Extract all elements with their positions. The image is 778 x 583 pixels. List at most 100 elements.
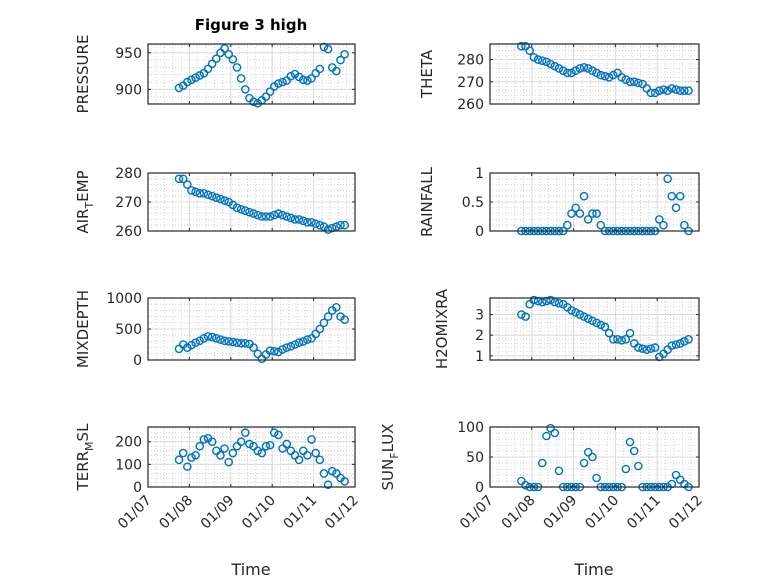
- data-point-theta: [629, 77, 639, 87]
- data-point-pressure: [174, 83, 184, 93]
- data-point-h2omixra: [684, 335, 693, 344]
- y-label-main: MIXDEPTH: [74, 290, 92, 368]
- axes-box: [147, 297, 356, 361]
- data-point-sun-flux: [667, 479, 677, 489]
- y-tick-label: 1000: [106, 291, 142, 307]
- data-point-theta: [554, 64, 564, 73]
- data-point-h2omixra: [575, 310, 585, 319]
- data-point-air-temp: [232, 203, 242, 213]
- data-point-terr-msl: [319, 469, 329, 478]
- y-axis-label-h2omixra: H2OMIXRA: [433, 288, 451, 369]
- data-point-pressure: [265, 87, 275, 96]
- data-point-air-temp: [212, 193, 221, 202]
- data-point-mixdepth: [253, 349, 263, 359]
- data-point-pressure: [278, 77, 287, 87]
- data-point-mixdepth: [216, 335, 225, 344]
- data-point-theta: [621, 75, 631, 84]
- data-point-air-temp: [253, 210, 263, 220]
- subplot-mixdepth: 0 500 1000 MIXDEPTH: [74, 290, 356, 369]
- data-point-air-temp: [294, 215, 304, 224]
- y-axis-label-pressure: PRESSURE: [74, 35, 92, 114]
- data-point-air-temp: [195, 188, 205, 198]
- y-axis-label-theta: THETA: [418, 49, 436, 99]
- data-point-theta: [625, 77, 635, 87]
- data-point-theta: [684, 86, 693, 95]
- data-point-h2omixra: [588, 316, 597, 326]
- data-point-pressure: [195, 71, 205, 80]
- data-point-air-temp: [199, 188, 209, 198]
- data-point-rainfall: [571, 203, 580, 213]
- data-point-pressure: [336, 55, 345, 65]
- data-point-sun-flux: [592, 473, 601, 483]
- data-point-sun-flux: [629, 446, 639, 456]
- data-point-rainfall: [675, 191, 685, 201]
- y-tick-label: 200: [115, 435, 142, 451]
- axes-background: [148, 44, 355, 104]
- data-point-sun-flux: [537, 458, 547, 468]
- data-point-terr-msl: [282, 439, 291, 449]
- data-point-air-temp: [261, 212, 271, 221]
- data-point-theta: [617, 73, 626, 82]
- data-point-mixdepth: [212, 333, 221, 343]
- y-tick-label: 260: [457, 97, 484, 113]
- data-point-terr-msl: [269, 428, 279, 437]
- data-point-theta: [583, 64, 593, 73]
- data-point-air-temp: [307, 217, 316, 227]
- data-point-theta: [533, 55, 543, 64]
- data-point-terr-msl: [245, 439, 254, 449]
- y-label-subscript: M: [83, 441, 96, 451]
- data-point-h2omixra: [600, 322, 610, 332]
- data-point-air-temp: [174, 174, 184, 184]
- y-tick-label: 0: [475, 224, 484, 240]
- data-point-air-temp: [311, 219, 320, 229]
- subplot-rainfall: 0 0.5 1 RAINFALL: [418, 166, 700, 240]
- axes-background: [490, 298, 699, 360]
- axes-background: [148, 427, 355, 487]
- data-point-rainfall: [575, 209, 585, 218]
- data-point-sun-flux: [579, 458, 589, 468]
- data-point-terr-msl: [294, 455, 304, 465]
- y-label-rest: LUX: [379, 424, 397, 453]
- y-label-main: RAINFALL: [418, 166, 436, 237]
- data-point-air-temp: [207, 191, 217, 201]
- data-point-sun-flux: [542, 431, 551, 441]
- data-point-h2omixra: [529, 295, 539, 305]
- data-point-pressure: [340, 49, 349, 59]
- data-point-terr-msl: [340, 477, 349, 486]
- data-point-terr-msl: [315, 455, 325, 465]
- y-tick-label: 100: [115, 457, 142, 473]
- data-point-air-temp: [236, 204, 246, 214]
- data-point-terr-msl: [228, 448, 238, 458]
- data-point-mixdepth: [311, 329, 320, 339]
- data-point-mixdepth: [191, 338, 200, 347]
- data-point-air-temp: [282, 212, 291, 221]
- data-point-mixdepth: [332, 302, 341, 312]
- data-point-terr-msl: [253, 446, 263, 456]
- data-point-rainfall: [563, 220, 572, 230]
- data-point-pressure: [228, 55, 238, 64]
- data-point-air-temp: [336, 220, 345, 230]
- data-point-air-temp: [327, 223, 337, 233]
- data-point-h2omixra: [634, 343, 643, 352]
- data-point-sun-flux: [671, 470, 681, 480]
- data-point-mixdepth: [319, 318, 329, 328]
- data-point-h2omixra: [571, 308, 580, 317]
- data-point-pressure: [191, 73, 200, 82]
- data-point-terr-msl: [261, 441, 271, 451]
- data-point-mixdepth: [294, 338, 304, 347]
- data-point-h2omixra: [592, 318, 601, 328]
- data-point-pressure: [298, 75, 308, 85]
- subplot-h2omixra: 1 2 3 H2OMIXRA: [433, 288, 700, 369]
- data-point-h2omixra: [604, 328, 614, 338]
- subplot-theta: 260 270 280 THETA: [418, 41, 700, 113]
- data-point-h2omixra: [583, 314, 593, 323]
- data-point-sun-flux: [521, 480, 530, 490]
- y-tick-label: 270: [115, 195, 142, 211]
- data-point-mixdepth: [220, 336, 229, 346]
- data-point-sun-flux: [554, 466, 564, 476]
- data-point-rainfall: [659, 220, 668, 230]
- data-point-mixdepth: [203, 332, 213, 341]
- y-tick-label: 50: [466, 450, 484, 466]
- y-tick-label: 100: [457, 420, 484, 436]
